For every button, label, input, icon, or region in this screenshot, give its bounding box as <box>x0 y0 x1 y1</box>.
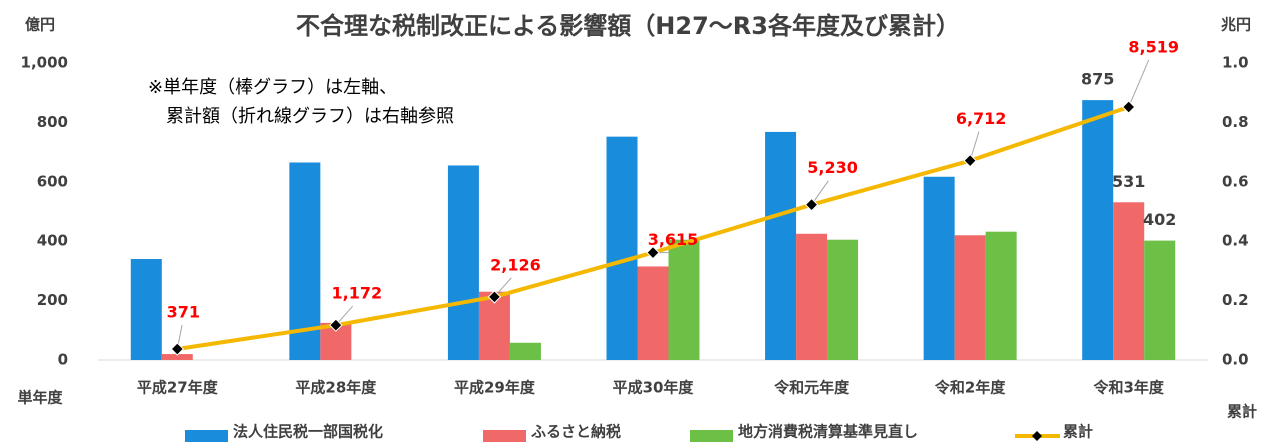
bar-value-label: 402 <box>1143 210 1176 229</box>
bar <box>161 354 193 360</box>
annotation: 累計額（折れ線グラフ）は右軸参照 <box>166 106 454 127</box>
y2-tick-label: 0.4 <box>1222 232 1249 250</box>
x-tick-label: 平成29年度 <box>454 379 536 397</box>
y2-label: 累計 <box>1227 403 1257 421</box>
y2-unit: 兆円 <box>1221 16 1251 34</box>
leader-line <box>1128 59 1150 108</box>
bar <box>985 231 1017 360</box>
legend-swatch <box>1032 431 1042 441</box>
annotation: ※単年度（棒グラフ）は左軸、 <box>148 77 397 98</box>
y2-tick-label: 0.6 <box>1222 172 1249 190</box>
y-tick-label: 0 <box>58 351 68 369</box>
bar <box>954 235 986 360</box>
bar-value-label: 531 <box>1112 172 1145 191</box>
line-value-label: 5,230 <box>807 158 858 177</box>
line-marker <box>646 245 660 260</box>
x-tick-label: 令和元年度 <box>774 379 850 397</box>
line-value-label: 8,519 <box>1128 37 1179 56</box>
y-label: 単年度 <box>17 389 63 407</box>
bar <box>447 165 479 360</box>
y2-tick-label: 0.0 <box>1222 351 1249 369</box>
y-tick-label: 1,000 <box>21 54 68 72</box>
bar <box>923 176 955 360</box>
line-value-label: 3,615 <box>648 230 699 249</box>
bar <box>509 342 541 360</box>
line-marker <box>804 197 819 212</box>
legend-label: ふるさと納税 <box>531 423 621 441</box>
chart-title: 不合理な税制改正による影響額（H27〜R3各年度及び累計） <box>296 12 960 40</box>
bar <box>827 239 859 360</box>
y-tick-label: 600 <box>37 172 68 190</box>
line-marker <box>487 290 502 304</box>
x-tick-label: 平成30年度 <box>613 379 695 397</box>
y2-tick-label: 0.8 <box>1222 113 1249 131</box>
legend-swatch <box>185 430 228 442</box>
x-tick-label: 令和2年度 <box>935 379 1006 397</box>
bar-value-label: 875 <box>1081 70 1114 89</box>
bar <box>1082 100 1114 360</box>
bar <box>765 131 797 360</box>
line-value-label: 1,172 <box>332 284 383 303</box>
line-value-label: 371 <box>167 302 200 321</box>
y2-tick-label: 1.0 <box>1222 54 1249 72</box>
x-tick-label: 平成28年度 <box>295 379 377 397</box>
line-marker <box>963 153 977 168</box>
line-marker <box>1122 100 1136 114</box>
y-tick-label: 400 <box>37 232 68 250</box>
bar <box>1113 202 1145 360</box>
x-tick-label: 平成27年度 <box>137 379 219 397</box>
y-tick-label: 800 <box>37 113 68 131</box>
leader-line <box>811 180 829 205</box>
legend-label: 法人住民税一部国税化 <box>233 423 383 441</box>
line-marker <box>170 342 184 356</box>
bar <box>796 233 828 360</box>
bar <box>668 239 700 360</box>
line-marker <box>329 318 343 332</box>
line-value-label: 2,126 <box>490 255 541 274</box>
bar <box>606 136 638 360</box>
legend-swatch <box>483 430 526 442</box>
y-tick-label: 200 <box>37 291 68 309</box>
bar <box>130 259 162 360</box>
bar <box>1144 240 1176 360</box>
legend-label: 地方消費税清算基準見直し <box>738 423 918 441</box>
y2-tick-label: 0.2 <box>1222 291 1249 309</box>
bar <box>637 266 669 360</box>
x-tick-label: 令和3年度 <box>1093 379 1164 397</box>
legend-label: 累計 <box>1063 423 1093 441</box>
legend-swatch <box>690 430 733 442</box>
y-unit: 億円 <box>25 16 55 34</box>
line-value-label: 6,712 <box>956 109 1007 128</box>
